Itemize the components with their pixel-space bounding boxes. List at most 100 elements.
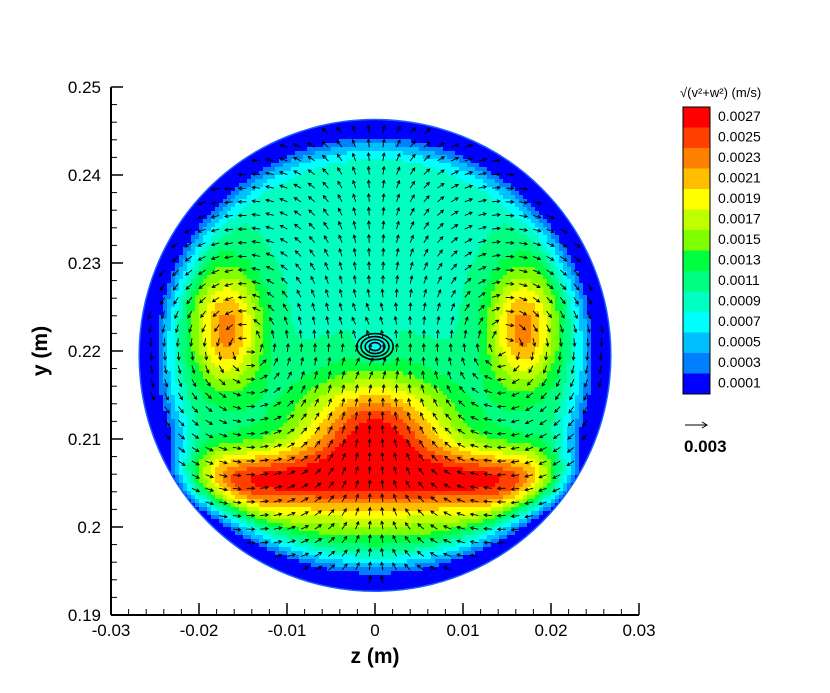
- contour-cell: [275, 555, 280, 560]
- contour-cell: [203, 347, 208, 352]
- contour-cell: [311, 211, 316, 216]
- contour-cell: [323, 543, 328, 548]
- contour-cell: [255, 451, 260, 456]
- contour-cell: [323, 395, 328, 400]
- contour-cell: [243, 319, 248, 324]
- contour-cell: [187, 451, 192, 456]
- contour-cell: [331, 539, 336, 544]
- contour-cell: [323, 191, 328, 196]
- contour-cell: [271, 427, 276, 432]
- contour-cell: [171, 399, 176, 404]
- contour-cell: [315, 151, 320, 156]
- contour-cell: [203, 271, 208, 276]
- contour-cell: [243, 219, 248, 224]
- contour-cell: [155, 455, 160, 460]
- contour-cell: [271, 159, 276, 164]
- contour-cell: [235, 319, 240, 324]
- contour-cell: [223, 319, 228, 324]
- contour-cell: [215, 351, 220, 356]
- contour-cell: [251, 247, 256, 252]
- contour-cell: [311, 215, 316, 220]
- contour-cell: [219, 415, 224, 420]
- contour-cell: [327, 511, 332, 516]
- contour-cell: [195, 283, 200, 288]
- contour-cell: [307, 299, 312, 304]
- contour-cell: [191, 331, 196, 336]
- contour-cell: [203, 479, 208, 484]
- contour-cell: [255, 415, 260, 420]
- contour-cell: [183, 207, 188, 212]
- contour-cell: [323, 143, 328, 148]
- contour-cell: [319, 307, 324, 312]
- contour-cell: [207, 275, 212, 280]
- contour-cell: [271, 519, 276, 524]
- contour-cell: [199, 303, 204, 308]
- contour-cell: [243, 303, 248, 308]
- contour-cell: [307, 491, 312, 496]
- contour-cell: [347, 451, 352, 456]
- contour-cell: [151, 359, 156, 364]
- contour-cell: [351, 327, 356, 332]
- contour-cell: [307, 507, 312, 512]
- contour-cell: [211, 307, 216, 312]
- contour-cell: [291, 271, 296, 276]
- contour-cell: [231, 463, 236, 468]
- contour-cell: [347, 291, 352, 296]
- contour-cell: [307, 307, 312, 312]
- contour-cell: [227, 455, 232, 460]
- contour-cell: [215, 475, 220, 480]
- contour-cell: [139, 375, 144, 380]
- contour-cell: [279, 467, 284, 472]
- contour-cell: [335, 175, 340, 180]
- contour-cell: [347, 347, 352, 352]
- contour-cell: [279, 279, 284, 284]
- contour-cell: [183, 271, 188, 276]
- contour-cell: [263, 147, 268, 152]
- contour-cell: [231, 407, 236, 412]
- contour-cell: [259, 167, 264, 172]
- contour-cell: [299, 175, 304, 180]
- contour-cell: [267, 423, 272, 428]
- contour-cell: [279, 311, 284, 316]
- contour-cell: [223, 451, 228, 456]
- contour-cell: [343, 135, 348, 140]
- contour-cell: [275, 191, 280, 196]
- contour-cell: [183, 331, 188, 336]
- contour-cell: [179, 247, 184, 252]
- contour-cell: [315, 223, 320, 228]
- contour-cell: [331, 571, 336, 576]
- contour-cell: [207, 515, 212, 520]
- contour-cell: [315, 563, 320, 568]
- contour-cell: [311, 227, 316, 232]
- contour-cell: [251, 255, 256, 260]
- contour-cell: [255, 283, 260, 288]
- contour-cell: [339, 579, 344, 584]
- contour-cell: [307, 171, 312, 176]
- contour-cell: [219, 471, 224, 476]
- contour-cell: [175, 307, 180, 312]
- contour-cell: [315, 479, 320, 484]
- contour-cell: [179, 479, 184, 484]
- contour-cell: [295, 355, 300, 360]
- contour-cell: [291, 367, 296, 372]
- contour-cell: [319, 235, 324, 240]
- contour-cell: [311, 527, 316, 532]
- contour-cell: [303, 231, 308, 236]
- contour-cell: [347, 419, 352, 424]
- contour-cell: [271, 291, 276, 296]
- contour-cell: [187, 287, 192, 292]
- contour-cell: [291, 171, 296, 176]
- contour-cell: [259, 339, 264, 344]
- contour-cell: [247, 483, 252, 488]
- contour-cell: [183, 467, 188, 472]
- contour-cell: [339, 399, 344, 404]
- contour-cell: [323, 299, 328, 304]
- contour-cell: [235, 183, 240, 188]
- contour-cell: [351, 155, 356, 160]
- contour-cell: [243, 355, 248, 360]
- contour-cell: [215, 331, 220, 336]
- contour-cell: [219, 467, 224, 472]
- contour-cell: [299, 403, 304, 408]
- contour-cell: [251, 183, 256, 188]
- contour-cell: [307, 483, 312, 488]
